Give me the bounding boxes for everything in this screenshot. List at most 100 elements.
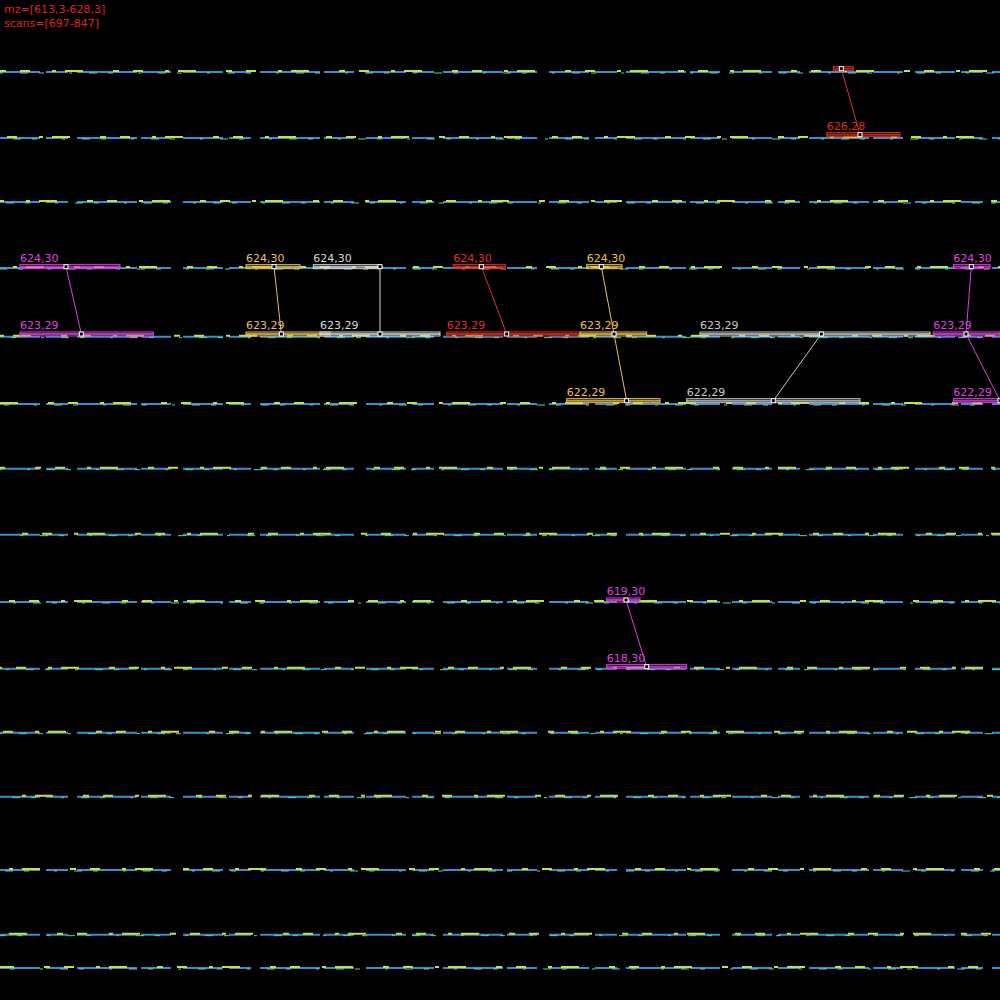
trace-hi [0,933,1000,935]
trace-mid [0,603,1000,604]
peak-line [607,666,687,668]
feature [246,265,330,336]
peak-box [953,399,1000,403]
trace-mid [0,935,1000,936]
trace [0,534,1000,536]
peak-line [320,333,440,335]
trace-hi [0,200,1000,202]
apex [839,67,843,71]
feature [313,265,440,336]
feature [933,265,1000,403]
trace [0,967,1000,969]
trace [0,201,1000,203]
isotope-link [614,334,627,401]
trace-base [0,934,1000,936]
trace [0,137,1000,139]
peak-label: 624,30 [453,252,492,265]
apex [64,265,68,269]
peak-box [447,332,580,336]
trace-base [0,71,1000,73]
peak-label: 623,29 [20,319,59,332]
peak-line [447,333,580,335]
trace-mid [0,73,1000,74]
apex [272,265,276,269]
apex [79,332,83,336]
peak-box [833,67,853,71]
trace-base [0,534,1000,536]
trace [0,668,1000,670]
peak-line [453,266,505,268]
peak-line [20,333,153,335]
peak-label: 623,29 [580,319,619,332]
peak-box [580,332,647,336]
isotope-link [380,267,381,334]
trace-base [0,668,1000,670]
trace [0,468,1000,470]
feature [20,265,153,336]
peak-box [567,399,660,403]
trace-base [0,967,1000,969]
peak-label: 619,30 [607,585,646,598]
peak-line [827,134,900,136]
peak-label: 623,29 [246,319,285,332]
apex [624,598,628,602]
peak-label: 622,29 [567,386,606,399]
peak-label: 626,28 [827,120,866,133]
apex [771,399,775,403]
trace-mid [0,669,1000,670]
title: mz=[613,3-628,3] [4,3,105,16]
apex [645,665,649,669]
apex [378,332,382,336]
apex [858,133,862,137]
trace-base [0,201,1000,203]
ms-map: 624,30 623,29 624,30 623,29 624,30 623,29 624,… [0,0,1000,1000]
trace [0,601,1000,603]
apex [625,399,629,403]
apex [969,265,973,269]
peak-box [20,265,120,269]
isotope-link [773,334,821,401]
trace-mid [0,871,1000,872]
peak-line [246,333,330,335]
peak-line [833,68,853,70]
trace-hi [0,731,1000,733]
feature [447,265,580,336]
peak-label: 623,29 [933,319,972,332]
peak-box [933,332,1000,336]
apex [505,332,509,336]
peak-line [567,400,660,402]
trace-base [0,137,1000,139]
feature [607,598,687,669]
peak-line [933,333,1000,335]
trace-hi [0,533,1000,535]
feature [567,265,660,403]
peak-box [700,332,930,336]
trace [0,934,1000,936]
background [0,0,1000,1000]
trace-base [0,403,1000,405]
peak-label: 624,30 [20,252,59,265]
peak-line [953,266,990,268]
peak-box [313,265,380,269]
trace [0,71,1000,73]
peak-box [953,265,990,269]
trace-hi [0,266,1000,268]
peak-line [20,266,120,268]
peak-line [607,599,640,601]
peak-label: 623,29 [700,319,739,332]
peak-line [246,266,300,268]
apex [819,332,823,336]
peak-line [587,266,622,268]
peak-label: 623,29 [447,319,486,332]
peak-line [953,400,1000,402]
peak-box [607,665,687,669]
peak-box [687,399,860,403]
trace-mid [0,469,1000,470]
trace-hi [0,795,1000,797]
trace-hi [0,868,1000,870]
apex [612,332,616,336]
peak-label: 624,30 [587,252,626,265]
apex [998,399,1000,403]
peak-label: 624,30 [953,252,992,265]
feature [687,332,930,403]
